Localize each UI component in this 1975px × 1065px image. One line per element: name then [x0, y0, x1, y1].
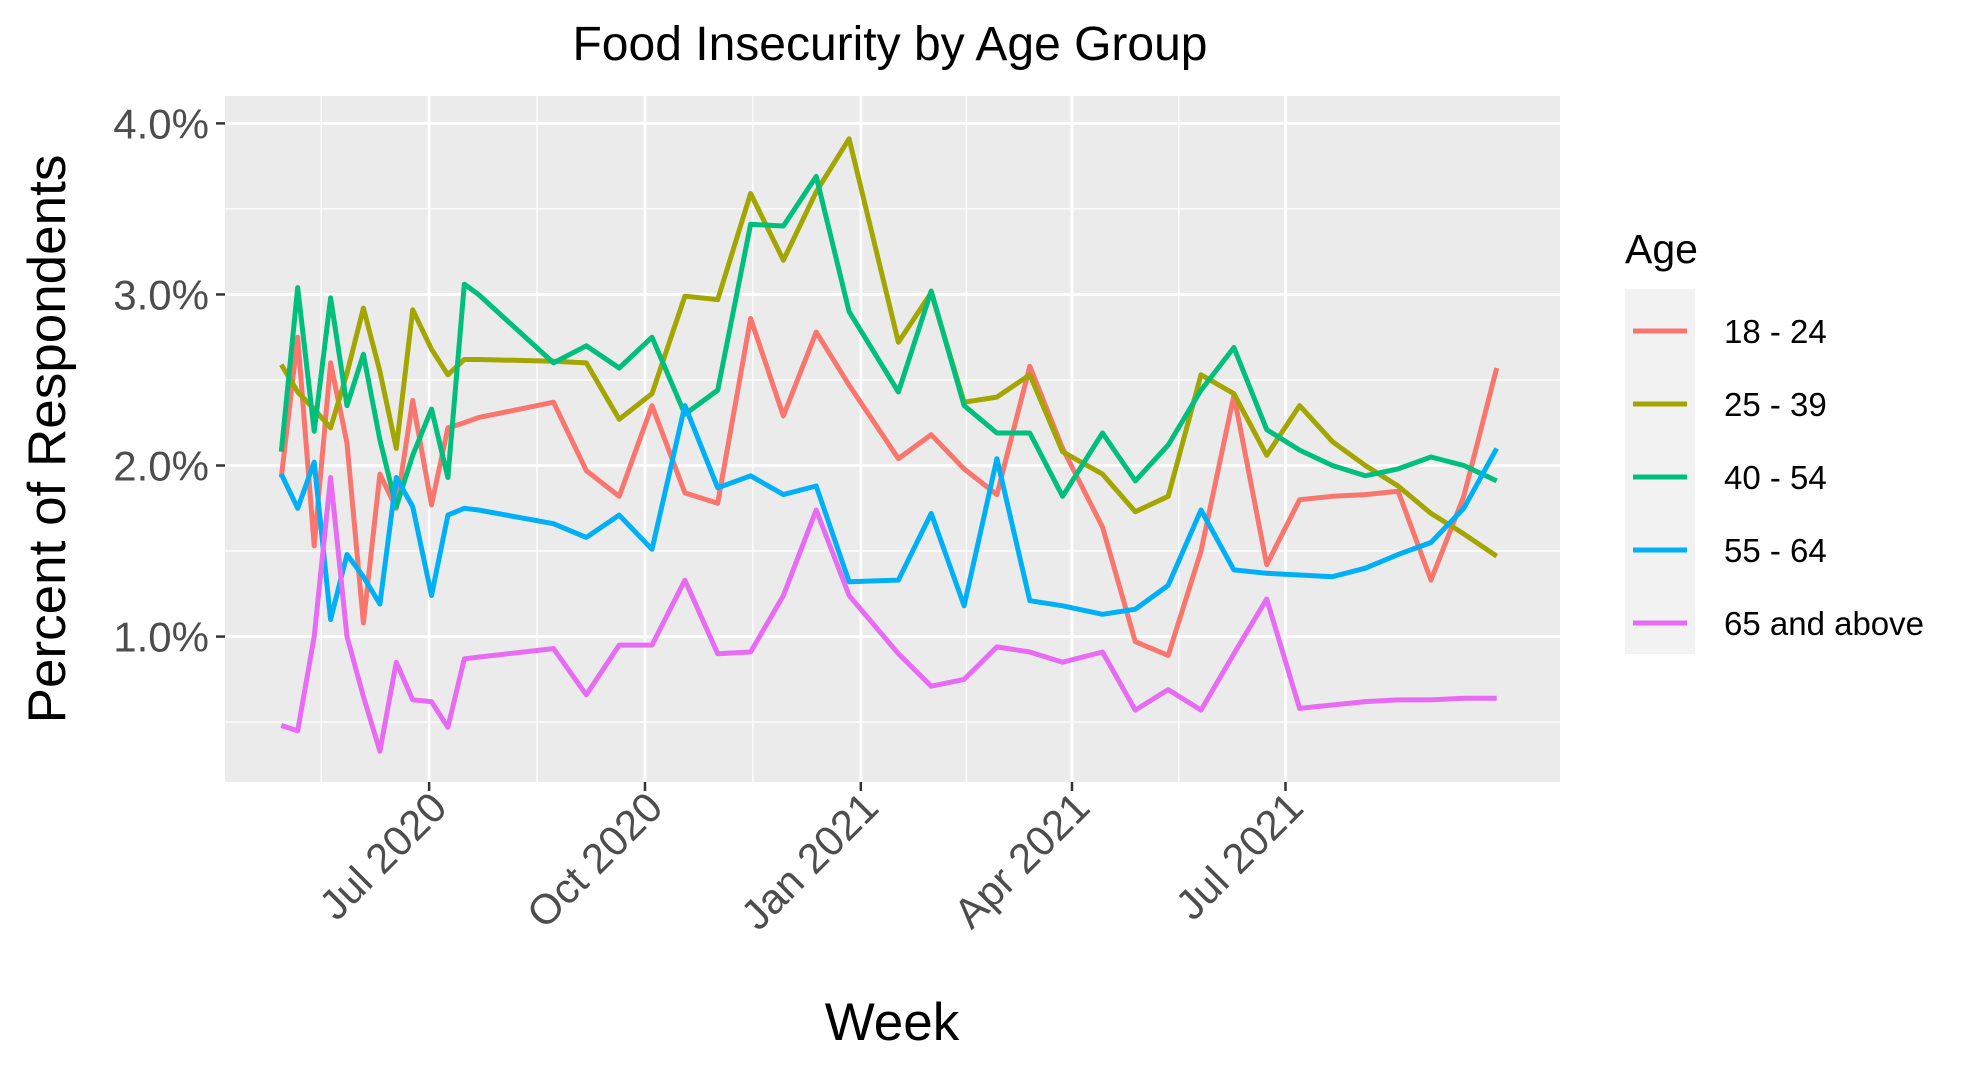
- series-line-55-64: [279, 403, 1499, 622]
- legend-title: Age: [1625, 226, 1698, 272]
- y-axis: 1.0% 2.0% 3.0% 4.0%: [113, 100, 225, 661]
- y-tick-label: 2.0%: [113, 443, 209, 490]
- legend-label-65-and-above: 65 and above: [1724, 605, 1924, 642]
- y-tick-label: 4.0%: [113, 100, 209, 147]
- series-line-65-and-above: [280, 475, 1497, 754]
- y-axis-title: Percent of Respondents: [18, 155, 77, 724]
- y-tick-label: 3.0%: [113, 271, 209, 318]
- x-axis: Jul 2020 Oct 2020 Jan 2021 Apr 2021 Jul 2021: [310, 782, 1312, 939]
- x-tick-label: Jul 2021: [1166, 783, 1312, 929]
- y-tick-label: 1.0%: [113, 614, 209, 661]
- chart-title: Food Insecurity by Age Group: [572, 18, 1207, 71]
- x-tick-label: Apr 2021: [945, 783, 1099, 937]
- legend-label-40-54: 40 - 54: [1724, 459, 1827, 496]
- legend-label-55-64: 55 - 64: [1724, 532, 1827, 569]
- x-tick-label: Jul 2020: [310, 783, 456, 929]
- legend-key-background: [1625, 289, 1695, 654]
- legend: Age 18 - 24 25 - 39 40 - 54 55 - 64 65 and a…: [1625, 226, 1924, 654]
- plot-panel: [225, 96, 1560, 782]
- x-tick-label: Oct 2020: [518, 783, 672, 937]
- series-line-25-39: [279, 136, 1499, 559]
- legend-label-25-39: 25 - 39: [1724, 386, 1827, 423]
- x-tick-label: Jan 2021: [732, 783, 887, 938]
- series-lines: [278, 136, 1500, 754]
- legend-items: 18 - 24 25 - 39 40 - 54 55 - 64 65 and above: [1633, 313, 1924, 642]
- legend-label-18-24: 18 - 24: [1724, 313, 1827, 350]
- x-axis-title: Week: [825, 993, 960, 1052]
